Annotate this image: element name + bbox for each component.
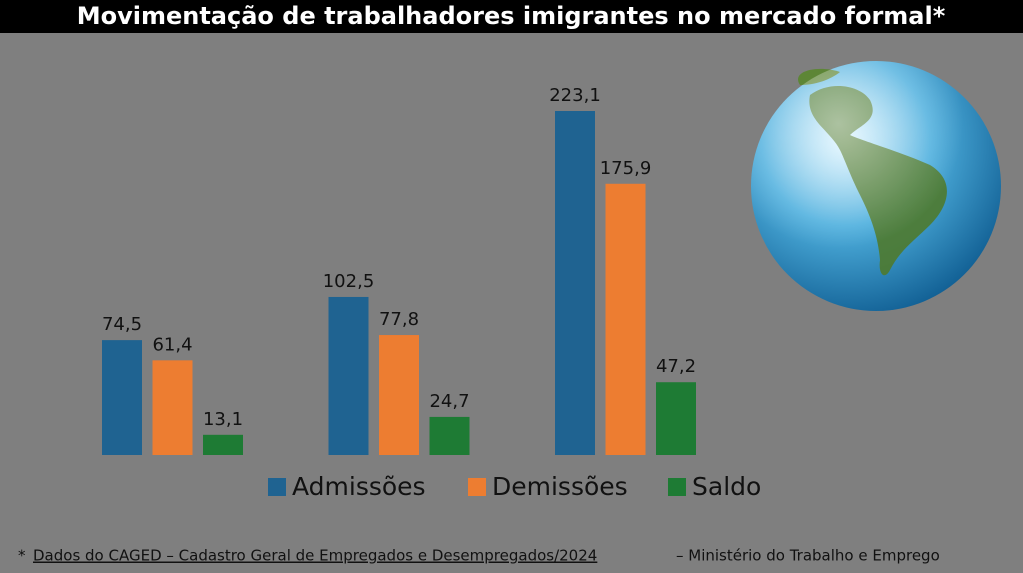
bar (605, 183, 646, 455)
bar (379, 335, 419, 455)
data-label: 175,9 (600, 158, 652, 179)
globe (751, 61, 1001, 311)
data-label: 24,7 (429, 391, 469, 412)
legend-swatch (668, 478, 686, 496)
title-bar (0, 0, 1023, 33)
data-label: 102,5 (323, 271, 375, 292)
footnote-link[interactable]: Dados do CAGED – Cadastro Geral de Empre… (33, 547, 597, 565)
data-label: 47,2 (656, 356, 696, 377)
legend-label: Saldo (692, 472, 761, 501)
bar (102, 340, 142, 455)
bar (203, 434, 243, 455)
footnote-star: * (18, 547, 26, 565)
legend-swatch (468, 478, 486, 496)
legend-label: Demissões (492, 472, 628, 501)
data-label: 77,8 (379, 309, 419, 330)
data-label: 61,4 (152, 334, 192, 355)
data-label: 13,1 (203, 409, 243, 430)
footnote-source: – Ministério do Trabalho e Emprego (676, 547, 940, 565)
bar (328, 296, 369, 455)
data-label: 223,1 (549, 85, 601, 106)
bar (429, 416, 470, 455)
bar (656, 382, 696, 455)
data-label: 74,5 (102, 314, 142, 335)
chart-title: Movimentação de trabalhadores imigrantes… (77, 2, 946, 30)
bar (555, 111, 595, 455)
legend-swatch (268, 478, 286, 496)
legend-label: Admissões (292, 472, 426, 501)
bar (152, 360, 193, 455)
